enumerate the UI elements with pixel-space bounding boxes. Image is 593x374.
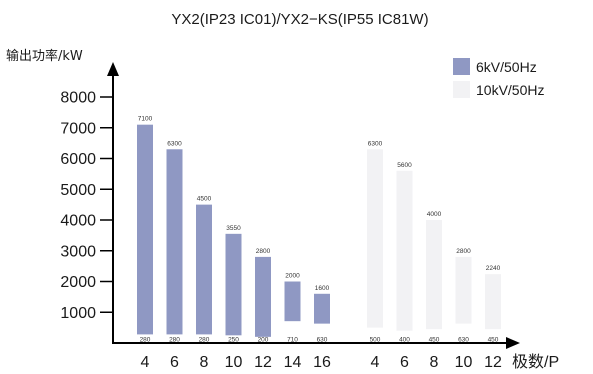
y-tick-label: 8000 [60, 90, 96, 107]
x-tick-label: 14 [284, 354, 302, 371]
bar-min-label: 280 [140, 337, 151, 344]
y-tick-label: 5000 [60, 182, 96, 199]
x-tick-label: 10 [225, 354, 243, 371]
bar-max-label: 3550 [226, 225, 241, 232]
x-tick-label: 12 [484, 354, 502, 371]
bar [485, 274, 501, 330]
bar-max-label: 1600 [315, 285, 330, 292]
bar [314, 293, 330, 324]
bar-max-label: 2240 [486, 265, 501, 272]
legend-swatch-6kv [453, 58, 470, 75]
bar-max-label: 2800 [256, 248, 271, 255]
y-tick-label: 2000 [60, 274, 96, 291]
bar-max-label: 6300 [368, 140, 383, 147]
x-tick-label: 10 [455, 354, 473, 371]
bar-min-label: 250 [228, 337, 239, 344]
y-axis-label: 输出功率/kW [6, 48, 83, 64]
bar [196, 204, 212, 335]
bar [284, 281, 301, 322]
bar-min-label: 500 [370, 337, 381, 344]
bar-min-label: 450 [488, 337, 499, 344]
bar [367, 149, 383, 328]
bar-min-label: 630 [458, 337, 469, 344]
x-axis-label: 极数/P [512, 353, 559, 371]
y-tick-label: 1000 [60, 305, 96, 322]
x-tick-label: 8 [200, 354, 209, 371]
x-tick-label: 6 [400, 354, 409, 371]
bar-max-label: 5600 [397, 162, 412, 169]
legend-swatch-10kv [453, 81, 470, 98]
bar-max-label: 4500 [197, 196, 212, 203]
x-tick-label: 16 [313, 354, 331, 371]
chart-title: YX2(IP23 IC01)/YX2−KS(IP55 IC81W) [171, 11, 428, 28]
y-tick-label: 6000 [60, 151, 96, 168]
y-tick-label: 7000 [60, 120, 96, 137]
bar-max-label: 6300 [167, 140, 182, 147]
bar [255, 256, 271, 337]
x-tick-label: 8 [430, 354, 439, 371]
y-tick-label: 4000 [60, 213, 96, 230]
bar [396, 170, 413, 331]
bar-min-label: 280 [169, 337, 180, 344]
bar-max-label: 2000 [285, 273, 300, 280]
bar-min-label: 710 [287, 337, 298, 344]
y-tick-label: 3000 [60, 243, 96, 260]
bar-max-label: 4000 [427, 211, 442, 218]
bar [225, 233, 242, 336]
bar [455, 256, 472, 324]
x-tick-label: 6 [170, 354, 179, 371]
legend-label-6kv: 6kV/50Hz [476, 59, 537, 75]
bar [426, 220, 442, 330]
bar-min-label: 630 [317, 337, 328, 344]
x-tick-label: 4 [141, 354, 150, 371]
bar [137, 124, 153, 335]
bar-min-label: 400 [399, 337, 410, 344]
legend-label-10kv: 10kV/50Hz [476, 82, 544, 98]
bar-min-label: 450 [429, 337, 440, 344]
bar-min-label: 280 [199, 337, 210, 344]
y-axis-arrow [107, 62, 119, 76]
x-axis-arrow [506, 337, 520, 349]
x-tick-label: 4 [371, 354, 380, 371]
x-tick-label: 12 [254, 354, 272, 371]
bar-max-label: 7100 [138, 116, 153, 123]
bar [166, 149, 183, 335]
bar-max-label: 2800 [456, 248, 471, 255]
bar-min-label: 200 [258, 337, 269, 344]
